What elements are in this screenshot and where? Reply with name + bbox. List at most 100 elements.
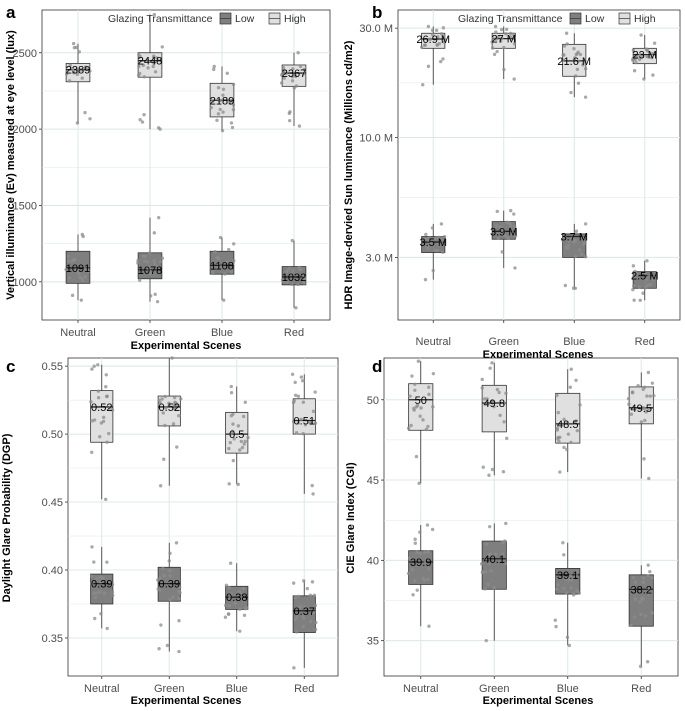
- data-point: [155, 265, 160, 269]
- data-point: [510, 229, 514, 234]
- data-point: [233, 601, 237, 605]
- data-point: [643, 614, 648, 618]
- data-point: [480, 570, 485, 575]
- y-axis-title: CIE Glare Index (CGI): [345, 462, 357, 574]
- data-point: [227, 482, 231, 486]
- data-point: [513, 234, 518, 238]
- data-point: [418, 530, 422, 534]
- y-tick-label: 1500: [13, 200, 37, 212]
- data-point: [70, 259, 74, 263]
- data-point: [95, 591, 99, 595]
- data-point: [626, 396, 631, 401]
- data-point: [232, 259, 236, 263]
- data-point: [439, 236, 443, 240]
- data-point: [643, 406, 647, 411]
- y-tick-label: 45: [367, 475, 379, 487]
- data-point: [573, 254, 578, 259]
- data-point: [560, 58, 565, 62]
- data-point: [281, 65, 286, 70]
- data-point: [243, 606, 248, 611]
- data-point: [645, 259, 649, 263]
- data-point: [240, 445, 245, 450]
- data-point: [555, 428, 560, 432]
- data-point: [236, 424, 241, 428]
- data-point: [158, 260, 163, 264]
- data-point: [152, 12, 156, 17]
- data-point: [501, 470, 506, 474]
- data-point: [434, 236, 438, 240]
- data-point: [642, 272, 647, 276]
- y-tick-label: 2000: [13, 124, 37, 136]
- data-point: [632, 284, 636, 288]
- data-point: [158, 401, 162, 405]
- data-point: [285, 280, 289, 285]
- y-axis-title: Vertical illuminance (Ev) measured at ey…: [5, 30, 17, 300]
- data-point: [310, 483, 314, 488]
- median-label: 0.52: [91, 402, 112, 414]
- data-point: [92, 591, 96, 595]
- data-point: [170, 356, 174, 360]
- data-point: [241, 598, 245, 603]
- y-tick-label: 0.50: [42, 429, 63, 441]
- data-point: [629, 412, 634, 416]
- data-point: [279, 81, 284, 85]
- data-point: [72, 45, 77, 50]
- data-point: [567, 643, 572, 648]
- data-point: [566, 432, 571, 436]
- data-point: [90, 450, 94, 455]
- data-point: [424, 232, 428, 237]
- data-point: [500, 552, 505, 556]
- data-point: [173, 407, 177, 411]
- data-point: [650, 576, 654, 580]
- data-point: [108, 406, 112, 410]
- data-point: [562, 53, 566, 57]
- data-point: [643, 418, 647, 423]
- data-point: [647, 476, 651, 481]
- data-point: [296, 394, 301, 398]
- data-point: [646, 54, 650, 59]
- data-point: [563, 283, 568, 288]
- data-point: [430, 33, 435, 37]
- data-point: [583, 67, 588, 71]
- median-label: 1078: [138, 265, 162, 277]
- data-point: [298, 64, 303, 69]
- data-point: [418, 414, 422, 418]
- box-low-green: 0.39: [156, 541, 182, 654]
- data-point: [423, 560, 427, 565]
- data-point: [417, 481, 421, 485]
- data-point: [562, 44, 567, 48]
- data-point: [584, 255, 588, 259]
- data-point: [223, 615, 228, 619]
- data-point: [643, 286, 648, 290]
- data-point: [242, 613, 247, 617]
- data-point: [490, 361, 494, 365]
- data-point: [495, 49, 499, 54]
- data-point: [302, 281, 306, 286]
- data-point: [148, 251, 152, 255]
- data-point: [500, 226, 504, 230]
- data-point: [577, 248, 582, 252]
- data-point: [572, 593, 576, 597]
- x-tick-label: Blue: [226, 683, 248, 695]
- y-tick-label: 10.0 M: [359, 133, 393, 145]
- data-point: [483, 587, 487, 591]
- data-point: [300, 379, 305, 383]
- data-point: [243, 439, 247, 444]
- data-point: [289, 271, 294, 276]
- median-label: 39.1: [557, 570, 578, 582]
- data-point: [426, 246, 430, 251]
- data-point: [92, 364, 96, 368]
- data-point: [631, 287, 635, 292]
- data-point: [225, 71, 229, 75]
- data-point: [98, 579, 103, 584]
- data-point: [565, 447, 569, 452]
- median-label: 0.39: [91, 579, 112, 591]
- data-point: [220, 265, 225, 270]
- data-point: [430, 527, 435, 532]
- x-tick-label: Red: [284, 327, 304, 339]
- box-high-green: 2448: [136, 12, 164, 131]
- box-high-blue: 0.5: [225, 384, 250, 487]
- data-point: [642, 457, 646, 461]
- data-point: [630, 390, 635, 394]
- data-point: [495, 209, 499, 214]
